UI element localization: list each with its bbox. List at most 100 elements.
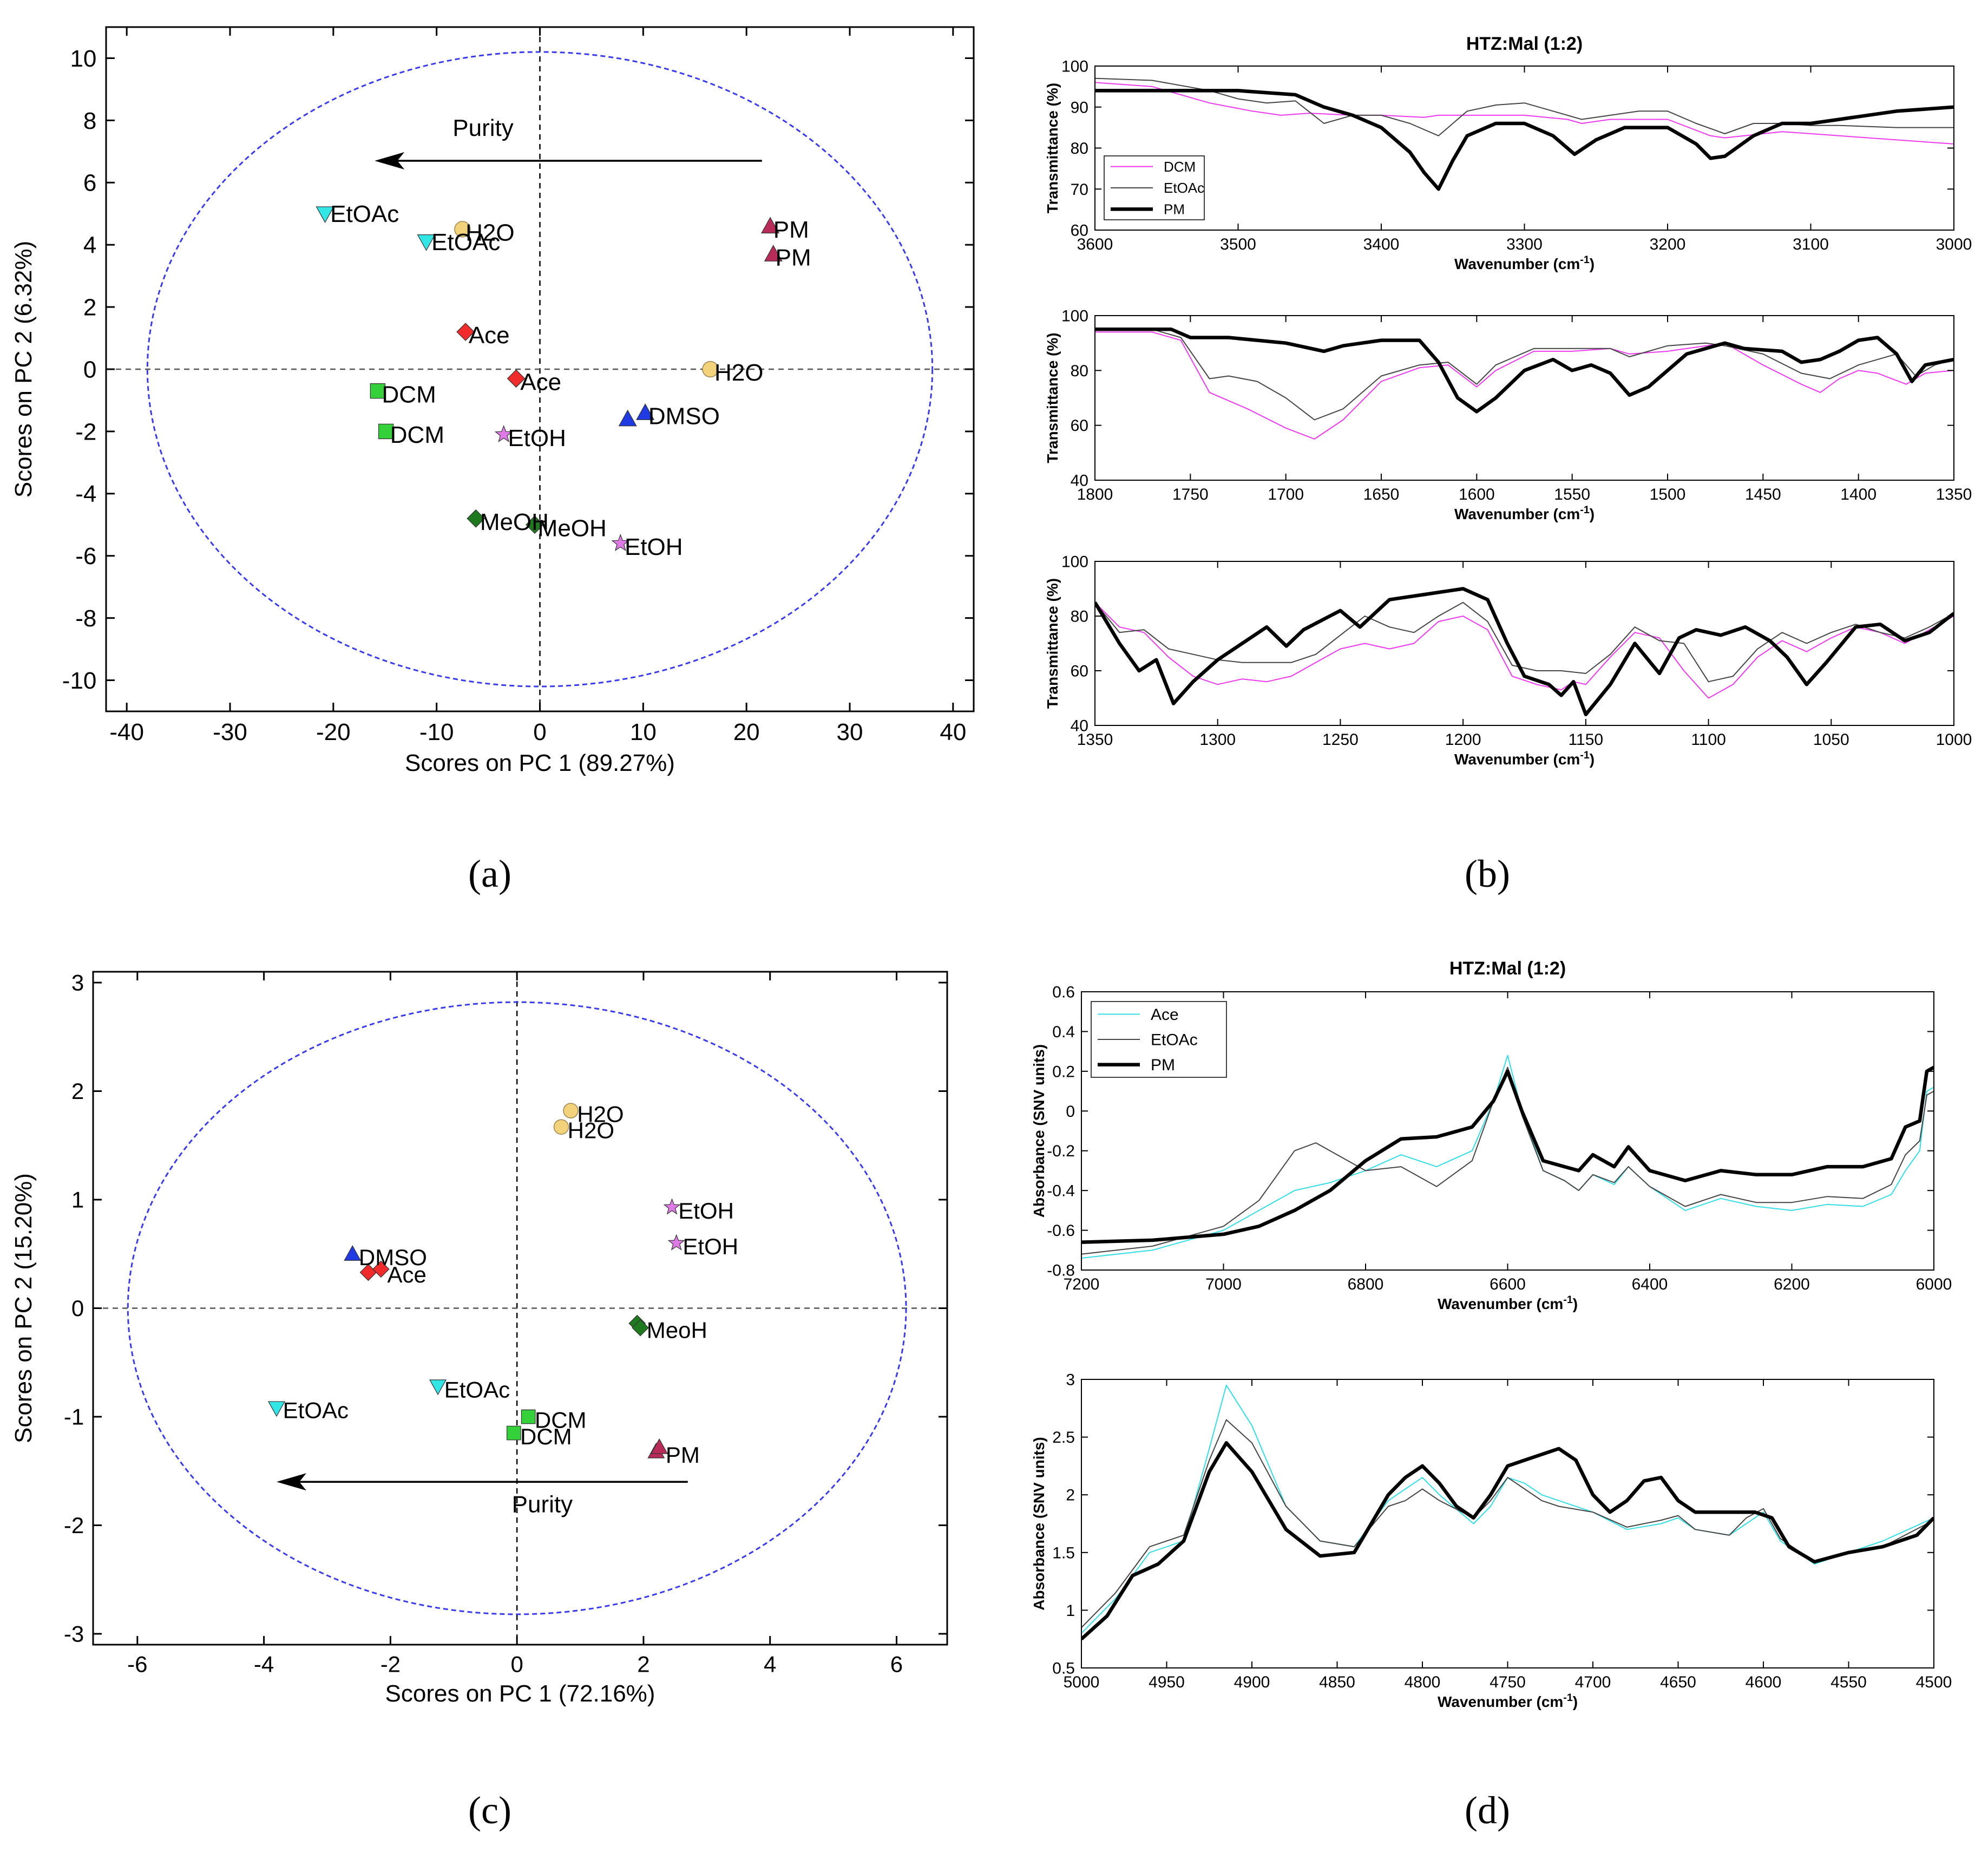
panel-a-point-label: EtOAc (330, 201, 399, 227)
panel-a-point-ace (507, 369, 526, 388)
panel-b-subplot-1-y-tick-label: 100 (1061, 58, 1088, 76)
panel-d-subplot-2-series-etoac (1081, 1419, 1934, 1628)
panel-a-point-label: Ace (520, 369, 561, 395)
panel-c-point-dmso (344, 1245, 362, 1261)
panel-c-x-tick-label: 2 (637, 1651, 649, 1677)
panel-a-point-h2o (702, 361, 719, 378)
panel-b-subplot-3-y-tick-label: 100 (1061, 553, 1088, 571)
panel-d-subplot-2-x-tick-label: 4950 (1149, 1673, 1185, 1691)
panel-d-subplot-2-x-tick-label: 4650 (1660, 1673, 1696, 1691)
panel-c-point-h2o (553, 1119, 569, 1135)
panel-c-point-meoh (632, 1319, 649, 1337)
panel-c-x-tick-label: 6 (890, 1651, 903, 1677)
panel-a-x-tick-label: -10 (419, 719, 454, 745)
panel-b-subplot-1-series-pm (1095, 89, 1954, 191)
panel-a-x-tick-label: 30 (837, 719, 863, 745)
panel-c-purity-label: Purity (512, 1491, 573, 1517)
panel-c-point-label: H2O (577, 1101, 624, 1127)
panel-c-point-etoac (267, 1401, 285, 1417)
panel-c-y-tick-label: 1 (71, 1187, 84, 1213)
panel-a-point-meoh (526, 515, 544, 534)
panel-b-subplot-3-series-dcm (1095, 602, 1954, 699)
panel-b-subplot-1-x-tick-label: 3500 (1220, 235, 1256, 253)
panel-a-y-tick-label: -10 (62, 667, 97, 694)
panel-a-point-ace (456, 323, 475, 341)
panel-d-subplot-1-legend-entry: EtOAc (1151, 1031, 1198, 1049)
panel-d-subplot-2-y-tick-label: 2.5 (1052, 1429, 1075, 1447)
panel-c-x-axis-label: Scores on PC 1 (72.16%) (385, 1680, 655, 1707)
panel-d-subplot-2-x-tick-label: 4600 (1746, 1673, 1782, 1691)
panel-b-subplot-2-plot-frame (1094, 315, 1954, 481)
panel-b-subplot-2-x-tick-label: 1750 (1172, 486, 1209, 503)
panel-b-subplot-3-x-tick-label: 1300 (1199, 731, 1236, 749)
panel-a-point-h2o (454, 221, 471, 238)
panel-d-subplot-1-x-tick-label: 6000 (1916, 1275, 1952, 1293)
panel-a-point-label: EtOAc (431, 229, 500, 256)
panel-d-subplot-1-y-tick-label: -0.2 (1047, 1142, 1075, 1160)
panel-a-point-label: H2O (465, 220, 514, 246)
panel-d-subplot-1-series-ace (1081, 1055, 1934, 1259)
panel-label-b: (b) (1465, 852, 1510, 895)
panel-a-y-tick-label: -2 (75, 418, 96, 445)
panel-a-y-tick-label: 0 (83, 356, 96, 383)
panel-b-subplot-1-x-tick-label: 3100 (1793, 235, 1829, 253)
panel-d-subplot-1-x-tick-label: 6200 (1774, 1275, 1810, 1293)
panel-a-y-tick-label: -6 (75, 543, 96, 570)
panel-b-subplot-1-x-tick-label: 3200 (1650, 235, 1686, 253)
panel-a-point-label: PM (773, 217, 809, 243)
panel-b-subplot-1-series-etoac (1095, 77, 1954, 136)
panel-b-subplot-3-series-etoac (1095, 601, 1954, 683)
panel-d-subplot-2-plot-frame (1081, 1379, 1934, 1668)
panel-b-subplot-2-x-tick-label: 1500 (1650, 486, 1686, 503)
panel-b-subplot-3-x-tick-label: 1250 (1322, 731, 1359, 749)
panel-d-subplot-1-x-tick-label: 7000 (1205, 1275, 1242, 1293)
panel-a-y-tick-label: 10 (70, 45, 96, 72)
panel-b-subplot-2-y-tick-label: 40 (1071, 472, 1088, 490)
panel-d-subplot-1-y-tick-label: 0.6 (1052, 984, 1075, 1002)
panel-c-x-tick-label: 0 (510, 1651, 523, 1677)
panel-d-nir-spectra: HTZ:Mal (1:2) 7200 7000 6800 6600 6400 6200 600… (1031, 958, 1952, 1710)
panel-d-subplot-1-y-tick-label: -0.8 (1047, 1262, 1075, 1280)
panel-a-x-tick-label: 20 (733, 719, 760, 745)
panel-b-subplot-1-y-axis-label: Transmittance (%) (1044, 83, 1061, 213)
panel-c-point-dcm (506, 1425, 521, 1441)
panel-c-y-axis-label: Scores on PC 2 (15.20%) (10, 1173, 37, 1443)
panel-a-point-label: MeOH (480, 509, 549, 535)
panel-d-subplot-1-series-etoac (1081, 1066, 1934, 1255)
panel-b-subplot-2-x-tick-label: 1400 (1840, 486, 1877, 503)
panel-c-point-label: H2O (568, 1117, 614, 1143)
panel-d-subplot-2-x-tick-label: 4550 (1830, 1673, 1867, 1691)
panel-d-subplot-1-x-tick-label: 7200 (1064, 1275, 1100, 1293)
panel-b-subplot-2-series-pm (1095, 328, 1954, 414)
panel-d-subplot-1-y-tick-label: 0 (1066, 1103, 1075, 1121)
panel-a-point-pm (764, 245, 783, 261)
panel-c-point-etoh (667, 1234, 685, 1251)
panel-a-y-tick-label: -8 (75, 605, 96, 632)
panel-b-subplot-1-x-tick-label: 3000 (1936, 235, 1972, 253)
panel-a-point-label: H2O (714, 359, 763, 386)
panel-b-subplot-2-y-tick-label: 80 (1071, 362, 1088, 380)
panel-a-y-tick-label: 4 (83, 232, 96, 259)
panel-a-point-etoac (316, 206, 334, 223)
panel-c-point-etoac (429, 1379, 447, 1396)
panel-b-subplot-2-x-tick-label: 1550 (1554, 486, 1590, 503)
panel-d-subplot-2-x-tick-label: 4700 (1575, 1673, 1611, 1691)
panel-a-x-tick-label: -30 (213, 719, 247, 745)
panel-label-d: (d) (1465, 1789, 1510, 1832)
panel-b-subplot-1-x-axis-label: Wavenumber (cm-1) (1454, 254, 1595, 272)
panel-a-y-axis-label: Scores on PC 2 (6.32%) (10, 241, 37, 498)
panel-d-subplot-1-legend-entry: Ace (1151, 1006, 1179, 1024)
panel-d-subplot-2-x-tick-label: 4850 (1319, 1673, 1355, 1691)
panel-d-subplot-2-x-axis-label: Wavenumber (cm-1) (1438, 1692, 1578, 1710)
panel-d-subplot-1-x-tick-label: 6400 (1632, 1275, 1668, 1293)
panel-d-subplot-1-legend-entry: PM (1151, 1056, 1175, 1074)
panel-d-subplot-2-x-tick-label: 5000 (1064, 1673, 1100, 1691)
panel-b-subplot-2-x-tick-label: 1800 (1077, 486, 1113, 503)
panel-c-y-tick-label: -3 (64, 1621, 84, 1647)
panel-b-subplot-2-x-tick-label: 1350 (1936, 486, 1972, 503)
panel-a-purity-label: Purity (452, 115, 513, 141)
panel-b-subplot-1-legend-entry: DCM (1164, 159, 1196, 175)
panel-d-subplot-2-series-ace (1081, 1384, 1934, 1634)
panel-a-point-label: EtOH (508, 425, 566, 451)
panel-d-subplot-2-y-tick-label: 2 (1066, 1487, 1075, 1504)
